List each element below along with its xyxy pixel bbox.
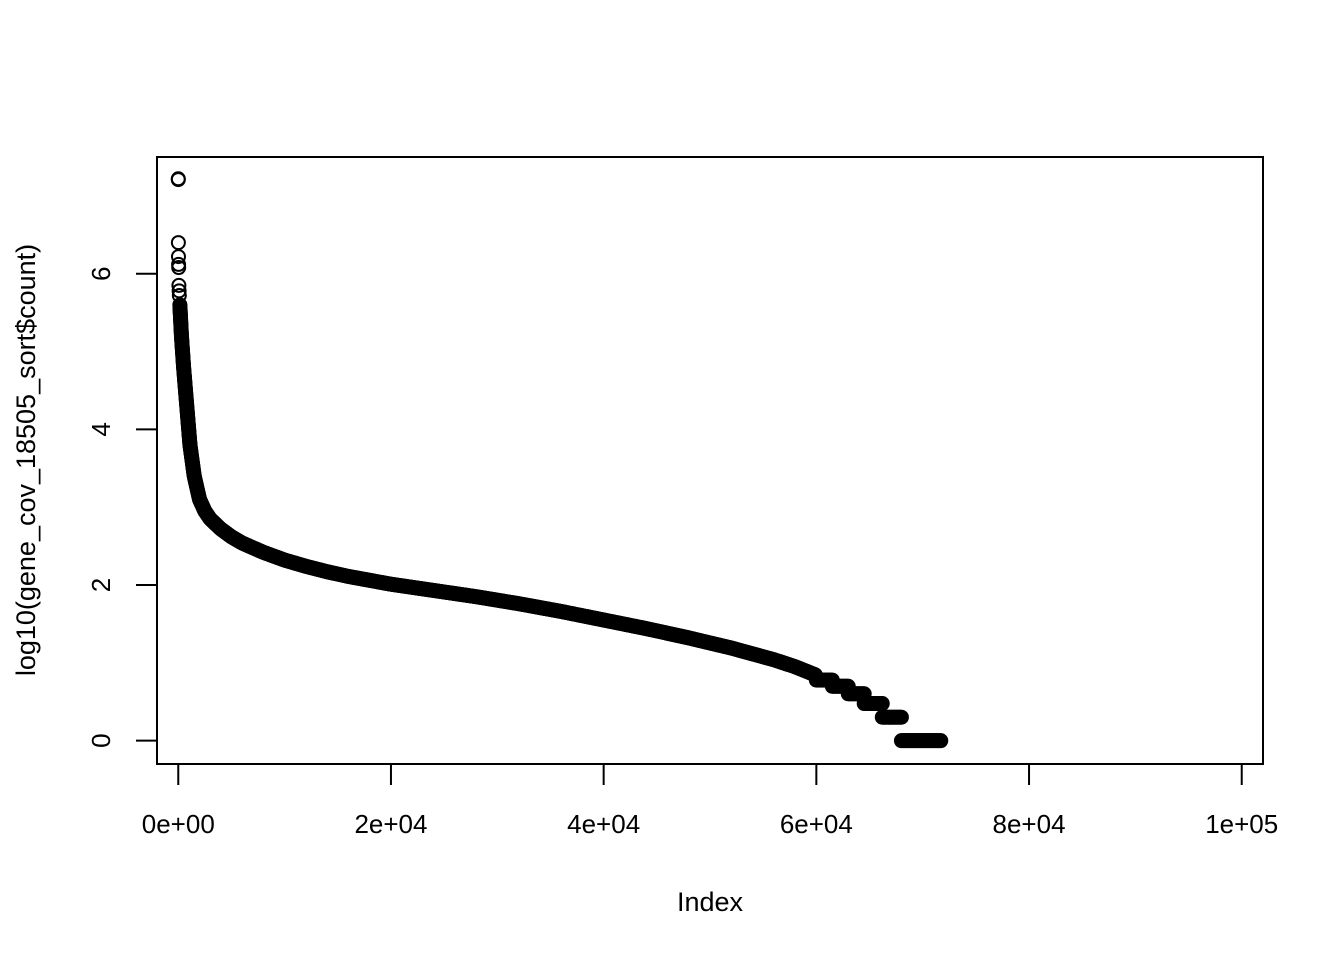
data-point: [170, 249, 186, 265]
data-points: [170, 171, 949, 749]
x-tick-label: 4e+04: [567, 809, 640, 839]
y-axis: 0 2 4 6: [86, 266, 158, 748]
data-point: [170, 235, 186, 251]
y-tick-label: 6: [86, 266, 116, 280]
x-tick-label: 1e+05: [1205, 809, 1278, 839]
data-point: [171, 260, 187, 276]
data-point: [893, 709, 909, 725]
y-tick-label: 0: [86, 733, 116, 747]
data-point: [171, 277, 187, 293]
x-axis: 0e+00 2e+04 4e+04 6e+04 8e+04 1e+05: [142, 763, 1278, 839]
y-axis-label: log10(gene_cov_18505_sort$count): [11, 244, 41, 676]
x-tick-label: 6e+04: [780, 809, 853, 839]
y-tick-label: 4: [86, 422, 116, 436]
data-point: [933, 733, 949, 749]
plot-frame: [156, 156, 1264, 765]
x-tick-label: 2e+04: [354, 809, 427, 839]
data-point: [170, 172, 186, 188]
x-tick-label: 0e+00: [142, 809, 215, 839]
data-point: [171, 283, 187, 299]
y-tick-label: 2: [86, 578, 116, 592]
x-tick-label: 8e+04: [993, 809, 1066, 839]
x-axis-label: Index: [677, 887, 744, 917]
